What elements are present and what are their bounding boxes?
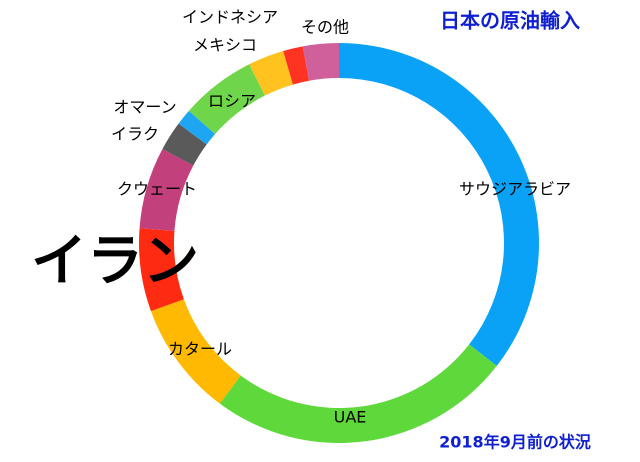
slice-label: その他 [301,18,349,37]
slice-label: クウェート [117,180,197,199]
donut-slice [162,123,207,166]
slice-label: オマーン [113,98,176,117]
donut-slice [178,110,216,145]
slice-label: メキシコ [193,36,257,55]
chart-subtitle: 2018年9月前の状況 [439,433,591,452]
slice-label: カタール [168,340,232,359]
slice-label: イラク [111,125,159,144]
slice-label: サウジアラビア [459,180,571,199]
donut-slice [139,149,194,231]
slice-label: イラン [31,229,199,294]
donut-slice [249,50,293,96]
chart-title: 日本の原油輸入 [440,9,580,33]
donut-slice [139,228,184,312]
donut-slice [339,43,539,366]
donut-slice [188,64,265,134]
slice-label: ロシア [208,92,256,111]
donut-slice [302,43,339,81]
slice-label: UAE [334,408,367,427]
slice-label: インドネシア [182,8,278,27]
donut-slice [283,46,310,85]
donut-slice [150,299,241,404]
donut-slice [219,344,497,444]
